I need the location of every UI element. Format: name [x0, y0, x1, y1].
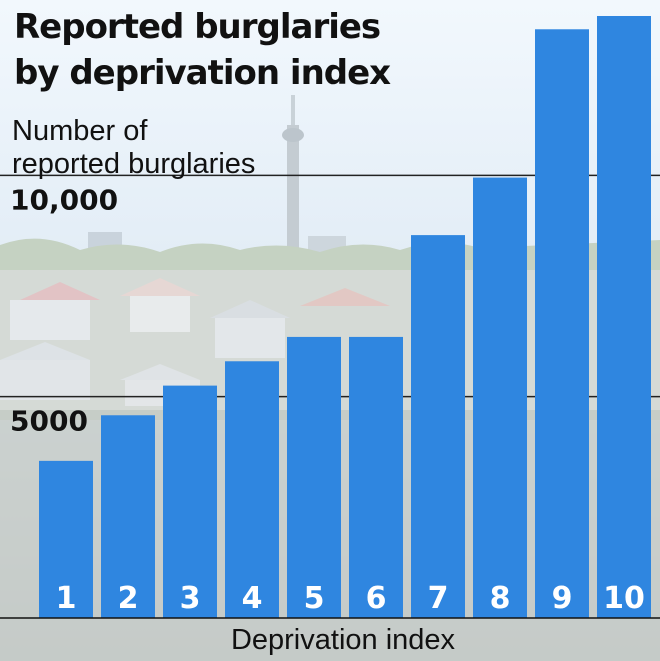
bar-7: [411, 235, 465, 618]
x-tick-labels: 1 2 3 4 5 6 7 8 9 10: [56, 581, 645, 616]
bar-6: [349, 336, 403, 618]
chart-title-line-2: by deprivation index: [14, 53, 391, 93]
x-tick-label-6: 6: [366, 581, 387, 616]
x-tick-label-7: 7: [428, 581, 449, 616]
x-tick-label-2: 2: [118, 581, 139, 616]
x-tick-label-4: 4: [242, 581, 263, 616]
x-tick-label-8: 8: [490, 581, 511, 616]
bar-10: [597, 16, 651, 618]
x-tick-label-9: 9: [552, 581, 573, 616]
bar-2: [101, 415, 155, 618]
x-tick-label-5: 5: [304, 581, 325, 616]
y-axis-label-line-1: Number of: [12, 115, 148, 147]
y-tick-label-0: 5000: [10, 405, 88, 438]
chart-title-line-1: Reported burglaries: [14, 7, 380, 47]
bar-5: [287, 336, 341, 618]
x-tick-label-10: 10: [603, 581, 645, 616]
bar-8: [473, 177, 527, 619]
bar-4: [225, 361, 279, 618]
x-axis-label: Deprivation index: [231, 624, 456, 656]
x-tick-label-3: 3: [180, 581, 201, 616]
y-tick-label-1: 10,000: [10, 183, 118, 216]
bar-3: [163, 385, 217, 618]
bars: [39, 16, 651, 619]
bar-9: [535, 29, 589, 618]
bar-1: [39, 460, 93, 618]
y-tick-labels: 5000 10,000: [10, 183, 118, 437]
x-tick-label-1: 1: [56, 581, 77, 616]
y-axis-label-line-2: reported burglaries: [12, 148, 255, 180]
